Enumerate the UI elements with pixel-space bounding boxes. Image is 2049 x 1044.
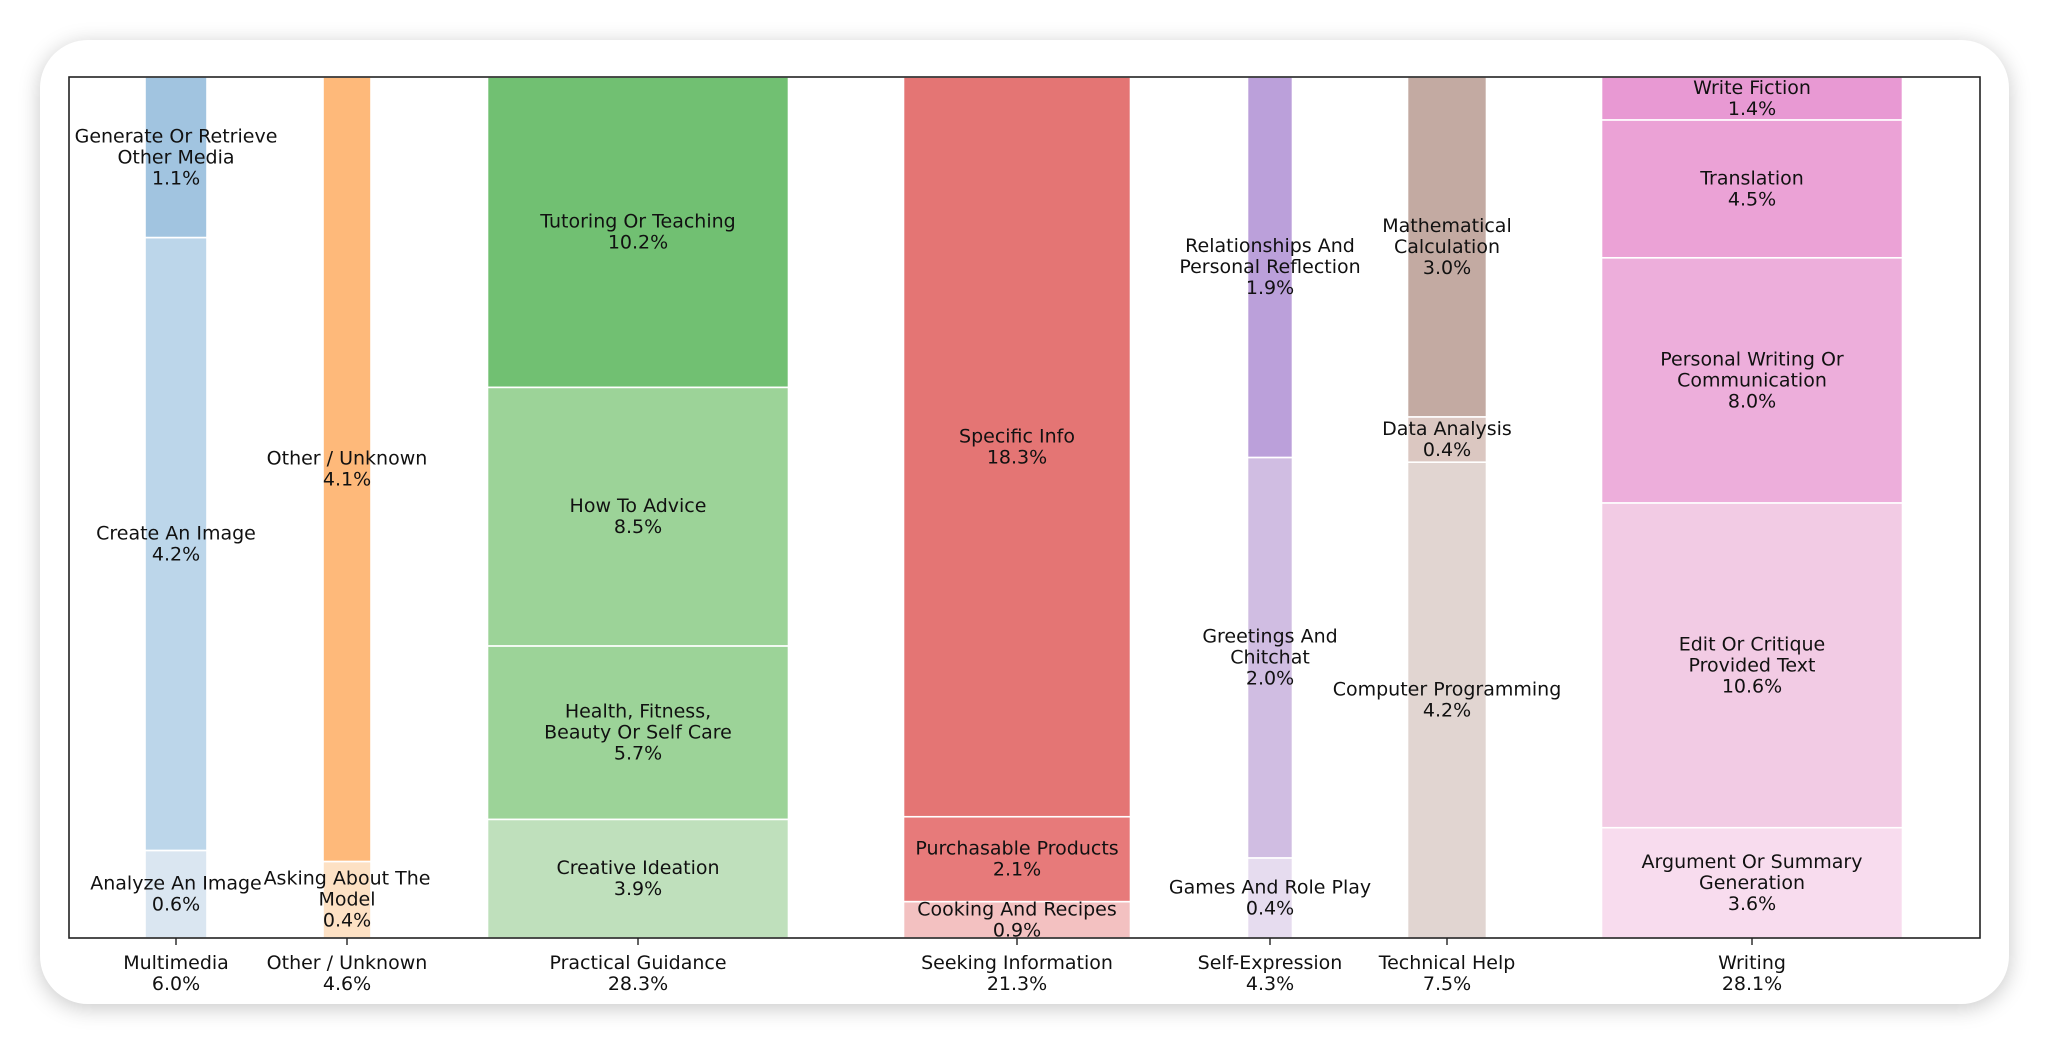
segment-label-greetings-and-chitchat: Greetings And Chitchat 2.0% [1202,626,1337,690]
segment-label-translation: Translation 4.5% [1699,167,1804,210]
segment-label-write-fiction: Write Fiction 1.4% [1693,77,1811,120]
bar-segment-seeking-information-purchasable-products [902,815,1132,903]
segment-label-creative-ideation: Creative Ideation 3.9% [556,857,719,900]
bar-segment-practical-guidance-health-fitness-beauty-or-self-care [486,645,790,821]
labels-layer: Analyze An Image 0.6% Create An Image 4.2% G… [75,77,1863,941]
segment-label-how-to-advice: How To Advice 8.5% [570,495,707,538]
segment-label-personal-writing-or-communication: Personal Writing Or Communication 8.0% [1660,348,1844,412]
bar-segment-multimedia-analyze-an-image [144,849,208,939]
segment-label-other-unknown: Other / Unknown 4.1% [267,448,428,491]
segment-label-computer-programming: Computer Programming 4.2% [1333,679,1562,722]
bar-segment-writing-edit-or-critique-provided-text [1600,502,1904,829]
segment-label-data-analysis: Data Analysis 0.4% [1382,418,1512,461]
x-tick-label-writing: Writing 28.1% [1718,952,1786,995]
bar-segment-seeking-information-specific-info [902,76,1132,818]
bar-segment-self-expression-greetings-and-chitchat [1246,456,1294,859]
bar-segment-multimedia-generate-or-retrieve-other-media [144,76,208,239]
x-tick-label-multimedia: Multimedia 6.0% [123,952,229,995]
x-axis: Multimedia 6.0% Other / Unknown 4.6% Practic… [123,938,1786,995]
segment-label-create-an-image: Create An Image 4.2% [96,522,256,565]
segment-label-purchasable-products: Purchasable Products 2.1% [915,838,1118,881]
x-tick-label-seeking-information: Seeking Information 21.3% [921,952,1113,995]
bar-segment-technical-help-mathematical-calculation [1406,76,1488,418]
bar-segment-practical-guidance-how-to-advice [486,386,790,647]
plot-frame [68,76,1981,939]
bar-segment-self-expression-relationships-and-personal-reflection [1246,76,1294,459]
bar-segment-self-expression-games-and-role-play [1246,857,1294,939]
segment-label-analyze-an-image: Analyze An Image 0.6% [90,873,262,916]
segment-label-tutoring-or-teaching: Tutoring Or Teaching 10.2% [539,211,735,254]
segment-label-cooking-and-recipes: Cooking And Recipes 0.9% [917,898,1117,941]
bar-segment-technical-help-computer-programming [1406,461,1488,939]
segment-label-edit-or-critique-provided-text: Edit Or Critique Provided Text 10.6% [1679,633,1826,697]
bar-segment-practical-guidance-tutoring-or-teaching [486,76,790,389]
segment-label-games-and-role-play: Games And Role Play 0.4% [1169,876,1371,919]
x-tick-label-self-expression: Self-Expression 4.3% [1198,952,1343,995]
segment-label-generate-or-retrieve-other-media: Generate Or Retrieve Other Media 1.1% [75,125,278,189]
x-tick-label-other-unknown: Other / Unknown 4.6% [267,952,428,995]
x-tick-label-technical-help: Technical Help 7.5% [1378,952,1516,995]
segment-label-specific-info: Specific Info 18.3% [959,425,1075,468]
x-tick-label-practical-guidance: Practical Guidance 28.3% [549,952,726,995]
segment-label-argument-or-summary-generation: Argument Or Summary Generation 3.6% [1642,851,1863,915]
bar-segment-writing-argument-or-summary-generation [1600,826,1904,939]
segment-label-health-fitness-beauty-or-self-care: Health, Fitness, Beauty Or Self Care 5.7% [544,701,732,765]
bar-segment-other-unknown-other-unknown [322,76,372,863]
bar-segment-writing-translation [1600,119,1904,259]
segment-label-asking-about-the-model: Asking About The Model 0.4% [264,868,431,932]
segment-label-relationships-and-personal-reflection: Relationships And Personal Reflection 1.9% [1179,235,1360,299]
segment-label-mathematical-calculation: Mathematical Calculation 3.0% [1382,215,1511,279]
bars-layer [144,76,1904,939]
bar-segment-technical-help-data-analysis [1406,416,1488,463]
bar-segment-writing-personal-writing-or-communication [1600,256,1904,504]
